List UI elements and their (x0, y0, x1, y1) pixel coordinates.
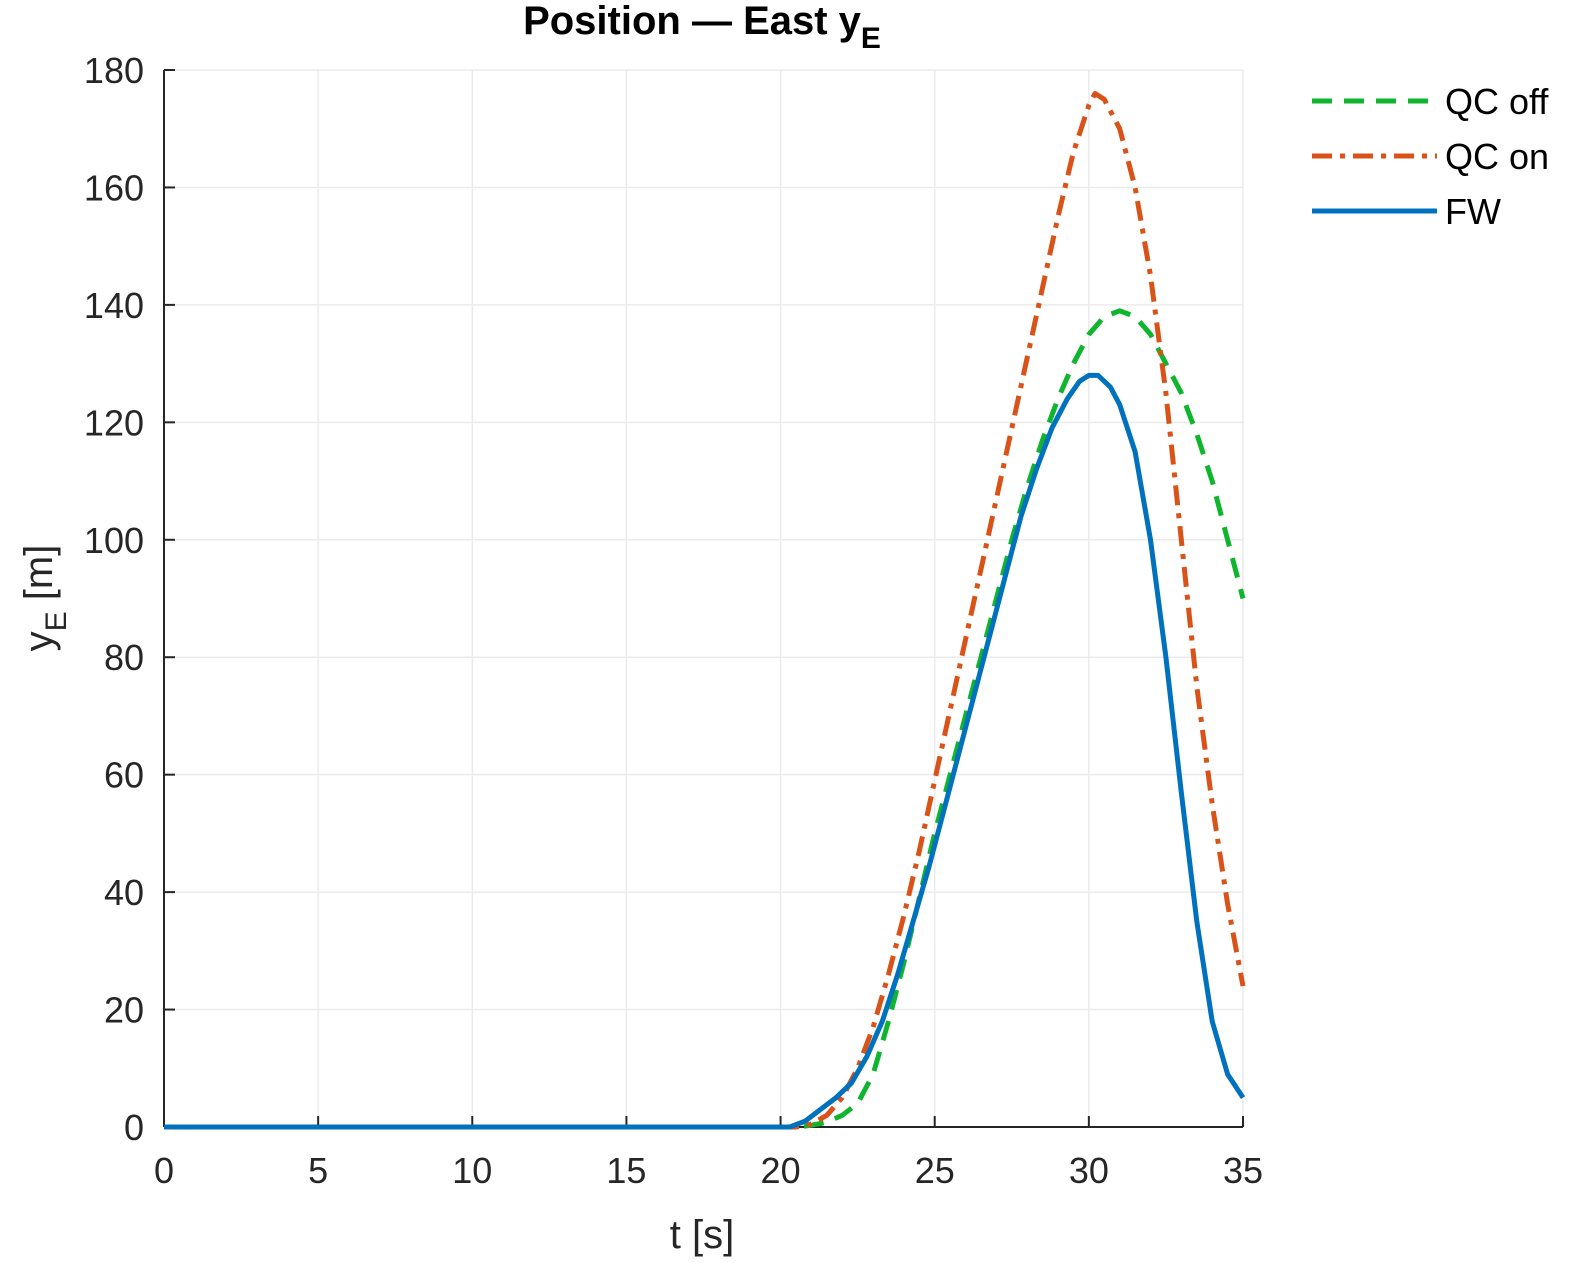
series-line-fw (164, 372, 1246, 1130)
x-tick-label: 10 (452, 1150, 492, 1191)
y-axis-label: yE [m] (17, 545, 73, 652)
x-tick-label: 20 (761, 1150, 801, 1191)
series-line-qc-off (164, 308, 1246, 1130)
chart-title: Position — East yE (523, 0, 881, 55)
y-tick-label: 100 (84, 520, 144, 561)
series-lines (164, 91, 1246, 1130)
legend-label: QC on (1445, 136, 1549, 177)
legend-label: QC off (1445, 81, 1549, 122)
y-tick-label: 20 (104, 990, 144, 1031)
legend-label: FW (1445, 191, 1501, 232)
y-tick-label: 40 (104, 872, 144, 913)
x-tick-label: 0 (154, 1150, 174, 1191)
y-tick-label: 120 (84, 402, 144, 443)
y-tick-label: 160 (84, 167, 144, 208)
x-tick-label: 15 (606, 1150, 646, 1191)
grid (163, 69, 1244, 1128)
y-tick-label: 180 (84, 50, 144, 91)
y-tick-label: 0 (124, 1107, 144, 1148)
series-line-qc-on (164, 91, 1246, 1130)
x-tick-label: 25 (915, 1150, 955, 1191)
axes (163, 69, 1244, 1128)
x-tick-label: 35 (1223, 1150, 1263, 1191)
y-tick-label: 80 (104, 637, 144, 678)
y-tick-label: 60 (104, 755, 144, 796)
tick-labels: 0 5 10 15 20 25 30 35 0 20 40 60 80 100 120 140 160 180 (84, 50, 1263, 1191)
x-tick-label: 5 (308, 1150, 328, 1191)
x-axis-label: t [s] (670, 1213, 734, 1257)
x-tick-label: 30 (1069, 1150, 1109, 1191)
y-tick-label: 140 (84, 285, 144, 326)
legend: QC off QC on FW (1312, 81, 1549, 232)
